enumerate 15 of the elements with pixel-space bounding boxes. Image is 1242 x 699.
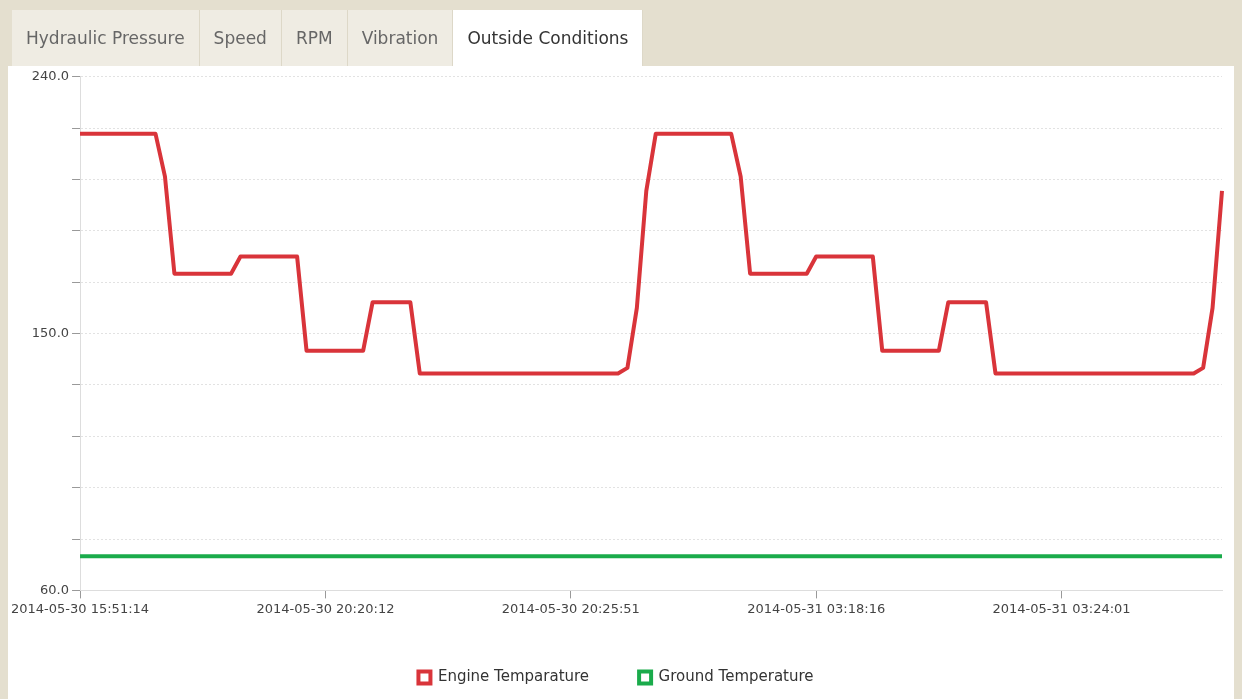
legend-label: Engine Temparature [437,667,590,686]
text: Outside Conditions [453,10,644,66]
x-tick-label: 2014-05-31 03:18:16 [747,600,886,616]
text: RPM [281,10,348,66]
y-tick-label: 150.0 [31,324,70,340]
x-tick-label: 2014-05-30 15:51:14 [10,600,150,616]
text: Vibration [347,10,454,66]
x-tick-label: 2014-05-31 03:24:01 [992,600,1131,616]
x-tick-label: 2014-05-30 20:25:51 [501,600,640,616]
text: Hydraulic Pressure [12,10,200,66]
x-tick-label: 2014-05-30 20:20:12 [256,600,395,616]
text: Speed [199,10,282,66]
y-tick-label: 240.0 [31,68,70,84]
y-tick-label: 60.0 [40,581,70,597]
legend-label: Ground Temperature [658,667,814,686]
